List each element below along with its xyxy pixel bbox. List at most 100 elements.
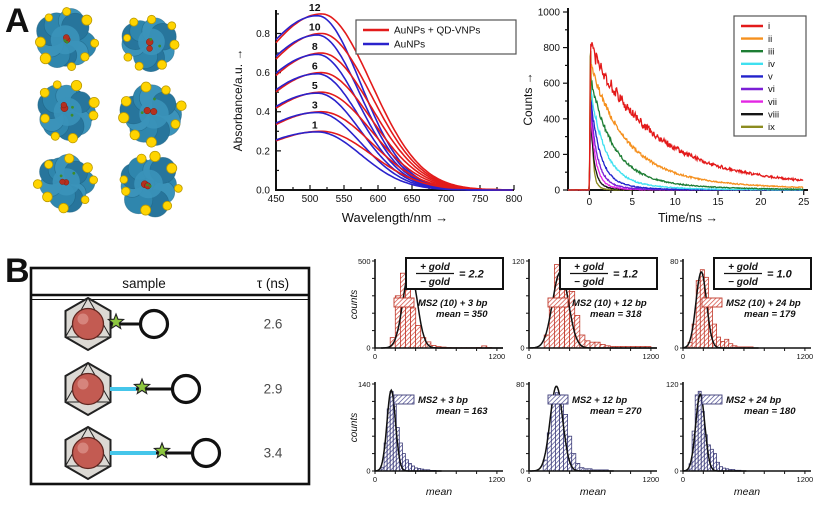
tau-value: 3.4 bbox=[264, 446, 283, 461]
gold-dot bbox=[52, 80, 62, 89]
legend-label: viii bbox=[768, 109, 779, 120]
qd-vnp-structure bbox=[121, 14, 180, 73]
gold-dot bbox=[149, 150, 161, 162]
x-axis-title: mean bbox=[580, 486, 606, 498]
histogram-hist-ms2-3bp: 140 0 0 1200 counts mean MS2 + 3 bp mean = 163 bbox=[349, 379, 509, 505]
table-header-tau: τ (ns) bbox=[257, 276, 289, 291]
gold-dot bbox=[176, 100, 187, 111]
qd-core-icon bbox=[71, 307, 105, 341]
gold-dot bbox=[169, 39, 180, 50]
x-tick: 600 bbox=[370, 194, 387, 205]
curve-number-label: 5 bbox=[312, 80, 318, 92]
gold-dot bbox=[88, 96, 100, 108]
absorbance-svg: 450 500 550 600 650 700 750 800 0.0 0.2 0.4 0.6 0.8 W… bbox=[231, 2, 523, 225]
histogram-hist-ms2-10-12bp: 120 0 0 1200 MS2 (10) + 12 bp mean = 318 + gol… bbox=[504, 256, 663, 384]
gold-dot bbox=[64, 153, 75, 164]
gold-dot bbox=[32, 179, 43, 189]
gold-dot bbox=[167, 21, 177, 31]
histogram-hist-ms2-10-24bp: 80 0 0 1200 MS2 (10) + 24 bp mean = 179 + gold… bbox=[658, 256, 817, 384]
structure-gallery-svg bbox=[32, 7, 187, 218]
hist-mean: mean = 180 bbox=[744, 406, 796, 417]
y-max-tick: 120 bbox=[512, 257, 525, 266]
gold-dot bbox=[120, 96, 132, 107]
y-tick: 0.6 bbox=[256, 68, 270, 79]
gold-dot bbox=[129, 129, 141, 141]
legend-label: AuNPs bbox=[394, 40, 425, 51]
gold-dot bbox=[129, 17, 139, 27]
gold-dot bbox=[81, 14, 93, 26]
gold-ratio-box: + gold − gold = 2.2 bbox=[405, 257, 504, 290]
x-tick: 25 bbox=[798, 197, 810, 208]
x-tick: 20 bbox=[755, 197, 767, 208]
qd-vnp-structure-gallery bbox=[26, 4, 231, 239]
x-tick: 0 bbox=[587, 197, 593, 208]
x-tick: 1200 bbox=[797, 352, 814, 361]
y-max-tick: 140 bbox=[358, 380, 371, 389]
y-zero-tick: 0 bbox=[520, 467, 524, 476]
x-tick: 750 bbox=[472, 194, 489, 205]
x-axis-title: Time/ns → bbox=[658, 211, 718, 225]
y-tick: 600 bbox=[543, 79, 560, 90]
table-row: 2.6 bbox=[64, 296, 283, 352]
gold-dot bbox=[157, 59, 167, 70]
gold-dot bbox=[170, 119, 181, 129]
decay-svg: 0 5 10 15 20 25 0 200 400 600 800 1000 Time/ns → Coun… bbox=[521, 8, 810, 226]
table-header-sample: sample bbox=[122, 276, 166, 291]
x-tick: 1200 bbox=[489, 475, 506, 484]
x-tick: 0 bbox=[681, 475, 685, 484]
gold-dot bbox=[35, 36, 46, 48]
gold-dot bbox=[147, 14, 157, 25]
y-max-tick: 80 bbox=[670, 257, 678, 266]
decay-curve-ii bbox=[567, 63, 804, 191]
y-tick: 200 bbox=[543, 150, 560, 161]
fluorescence-decay-chart: 0 5 10 15 20 25 0 200 400 600 800 1000 Time/ns → Coun… bbox=[520, 0, 817, 240]
hist-mean: mean = 270 bbox=[590, 406, 642, 417]
gold-dot bbox=[40, 113, 50, 124]
tau-value: 2.6 bbox=[264, 317, 283, 332]
y-axis-title: counts bbox=[350, 413, 360, 442]
table-row: 3.4 bbox=[64, 425, 283, 481]
ratio-denominator: − gold bbox=[420, 277, 451, 288]
panel-b-label: B bbox=[5, 252, 30, 290]
qd-vnp-structure bbox=[118, 81, 187, 148]
table-row: 2.9 bbox=[64, 361, 282, 417]
hist-label: MS2 + 12 bp bbox=[572, 395, 627, 406]
histogram-hist-ms2-12bp: 80 0 0 1200 mean MS2 + 12 bp mean = 270 bbox=[504, 379, 663, 505]
y-tick: 0.2 bbox=[256, 146, 270, 157]
gold-dot bbox=[118, 112, 130, 124]
gold-dot bbox=[70, 79, 83, 92]
ratio-numerator: + gold bbox=[574, 262, 605, 273]
legend: AuNPs + QD-VNPs AuNPs bbox=[355, 19, 517, 55]
x-tick: 1200 bbox=[489, 352, 506, 361]
x-axis-title: Wavelength/nm → bbox=[342, 210, 448, 225]
dye-star-icon bbox=[106, 312, 126, 330]
gold-dot bbox=[44, 159, 54, 170]
legend-label: iv bbox=[768, 59, 775, 70]
absorbance-spectra-chart: 450 500 550 600 650 700 750 800 0.0 0.2 0.4 0.6 0.8 W… bbox=[230, 0, 523, 240]
decay-curve-iv bbox=[568, 86, 804, 191]
x-tick: 1200 bbox=[797, 475, 814, 484]
ratio-numerator: + gold bbox=[728, 262, 759, 273]
legend-label: vii bbox=[768, 97, 777, 108]
y-axis-title: counts bbox=[350, 290, 360, 319]
legend-label: vi bbox=[768, 84, 775, 95]
curve-number-label: 8 bbox=[312, 41, 318, 53]
y-tick: 0 bbox=[554, 186, 560, 197]
x-axis-title: mean bbox=[426, 486, 452, 498]
x-tick: 550 bbox=[336, 194, 353, 205]
x-tick: 1200 bbox=[643, 352, 660, 361]
gold-dot bbox=[161, 85, 171, 95]
ratio-denominator: − gold bbox=[728, 277, 759, 288]
x-tick: 0 bbox=[527, 475, 531, 484]
gold-dot bbox=[146, 136, 157, 148]
gold-dot bbox=[42, 191, 53, 203]
